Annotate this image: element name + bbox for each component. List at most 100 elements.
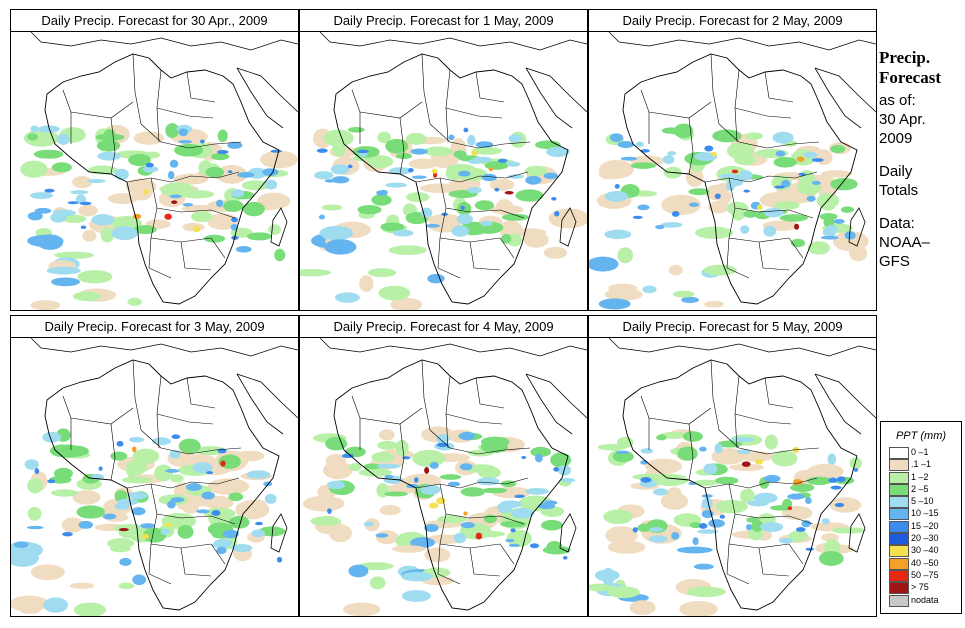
precip-heavy bbox=[178, 139, 192, 144]
precip-map bbox=[299, 337, 588, 617]
precip-southern-ocean bbox=[604, 229, 632, 240]
map-panel-3: Daily Precip. Forecast for 2 May, 2009 bbox=[588, 9, 877, 311]
precip-intense-core bbox=[132, 213, 142, 220]
precip-very-heavy bbox=[551, 196, 557, 201]
precip-heavy bbox=[178, 128, 189, 137]
precip-moderate bbox=[142, 527, 167, 543]
panel-title: Daily Precip. Forecast for 1 May, 2009 bbox=[299, 9, 588, 32]
precip-southern-ocean bbox=[27, 234, 64, 248]
precip-very-heavy bbox=[798, 172, 806, 176]
precip-southern-ocean bbox=[300, 269, 332, 277]
precip-intense-core bbox=[731, 169, 739, 174]
madagascar-coastline bbox=[270, 513, 288, 553]
precip-medium bbox=[476, 477, 500, 486]
arabia-coastline bbox=[525, 67, 587, 129]
precip-medium bbox=[511, 507, 535, 519]
precip-moderate bbox=[806, 476, 832, 486]
precip-light bbox=[849, 245, 868, 262]
precip-low bbox=[734, 154, 756, 166]
precip-southern-ocean bbox=[391, 545, 427, 553]
europe-coastline bbox=[608, 32, 876, 51]
precip-intense-core bbox=[757, 204, 763, 211]
country-border bbox=[688, 117, 694, 175]
legend-item: .1 –1 bbox=[881, 458, 961, 472]
precip-southern-ocean bbox=[348, 564, 369, 578]
forecast-info: Precip. Forecast as of: 30 Apr. 2009 Dai… bbox=[879, 48, 965, 271]
arabia-coastline bbox=[814, 67, 876, 129]
country-border bbox=[351, 89, 361, 144]
precip-medium bbox=[326, 480, 346, 490]
precip-moderate bbox=[371, 194, 392, 206]
precip-moderate bbox=[779, 214, 808, 222]
precip-intense-core bbox=[463, 511, 468, 516]
country-border bbox=[421, 359, 431, 431]
precip-map bbox=[588, 337, 877, 617]
precip-southern-ocean bbox=[359, 275, 374, 292]
country-border bbox=[70, 407, 134, 425]
country-border bbox=[359, 101, 423, 119]
precip-moderate bbox=[205, 166, 225, 178]
precip-heavy bbox=[78, 520, 94, 529]
country-border bbox=[648, 101, 712, 119]
precip-very-heavy bbox=[231, 217, 238, 223]
map-canvas bbox=[589, 338, 876, 616]
precip-medium bbox=[648, 535, 668, 543]
precip-moderate bbox=[453, 150, 467, 159]
precip-intense-core bbox=[424, 466, 430, 474]
precip-moderate bbox=[515, 189, 544, 202]
precip-medium bbox=[246, 470, 271, 479]
precip-southern-ocean bbox=[369, 576, 386, 590]
precip-very-heavy bbox=[211, 510, 221, 516]
precip-moderate bbox=[501, 213, 529, 221]
legend-item: 10 –15 bbox=[881, 507, 961, 521]
precip-medium bbox=[456, 214, 473, 225]
precip-heavy bbox=[701, 494, 713, 498]
precip-southern-ocean bbox=[319, 225, 354, 241]
madagascar-coastline bbox=[559, 513, 577, 553]
arabia-coastline bbox=[814, 373, 876, 435]
precip-medium bbox=[152, 437, 171, 446]
sidebar-title-line2: Forecast bbox=[879, 68, 941, 87]
country-border bbox=[415, 477, 529, 489]
precip-heavy bbox=[165, 469, 180, 473]
legend-swatch bbox=[889, 508, 909, 521]
precip-very-heavy bbox=[414, 477, 419, 483]
precip-southern-ocean bbox=[388, 245, 427, 256]
map-panel-4: Daily Precip. Forecast for 3 May, 2009 bbox=[10, 315, 299, 617]
country-border bbox=[156, 107, 214, 119]
precip-moderate bbox=[823, 215, 835, 228]
precip-low bbox=[27, 478, 43, 494]
precip-heavy bbox=[196, 509, 210, 514]
data-label-line3: GFS bbox=[879, 253, 910, 270]
precip-medium bbox=[546, 146, 570, 158]
country-border bbox=[445, 69, 451, 143]
precip-southern-ocean bbox=[343, 602, 381, 616]
precip-moderate bbox=[178, 438, 201, 454]
precip-light bbox=[427, 214, 463, 226]
precip-moderate bbox=[530, 446, 552, 457]
precip-medium bbox=[667, 151, 677, 156]
precip-light bbox=[260, 150, 298, 169]
precip-medium bbox=[91, 214, 115, 226]
precip-light bbox=[207, 213, 239, 230]
precip-southern-ocean bbox=[607, 586, 640, 599]
precip-very-heavy bbox=[34, 468, 40, 475]
country-border bbox=[640, 89, 650, 144]
legend-label: 20 –30 bbox=[911, 533, 939, 544]
precip-medium bbox=[388, 167, 412, 175]
precip-very-heavy bbox=[116, 440, 124, 447]
precip-light bbox=[708, 200, 730, 214]
asof-date-line2: 2009 bbox=[879, 130, 913, 147]
precip-map bbox=[299, 31, 588, 311]
precip-heavy bbox=[140, 523, 155, 529]
precip-light bbox=[72, 176, 93, 189]
precip-intense-core bbox=[132, 446, 137, 453]
precip-medium bbox=[525, 488, 549, 495]
panel-title: Daily Precip. Forecast for 2 May, 2009 bbox=[588, 9, 877, 32]
precip-medium bbox=[116, 498, 139, 506]
precip-heavy bbox=[34, 207, 52, 214]
precip-medium bbox=[30, 192, 53, 200]
precip-heavy bbox=[448, 134, 455, 141]
precip-very-heavy bbox=[521, 455, 527, 459]
precip-very-heavy bbox=[553, 466, 560, 472]
